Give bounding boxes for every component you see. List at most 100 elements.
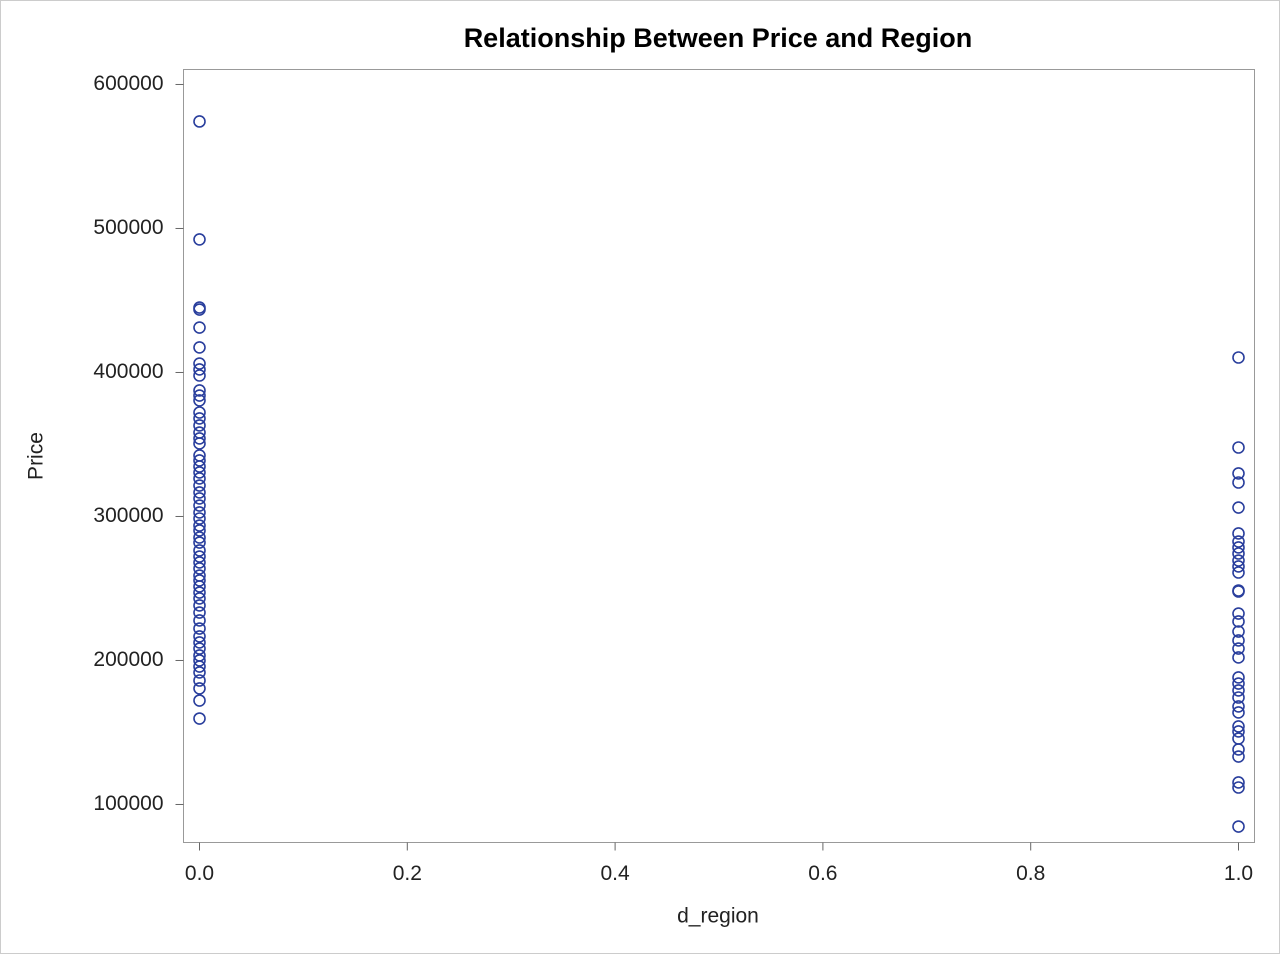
point	[193, 454, 206, 467]
point	[1232, 750, 1245, 763]
point	[193, 406, 206, 419]
point	[193, 712, 206, 725]
point	[1232, 585, 1245, 598]
point	[1232, 725, 1245, 738]
point	[193, 460, 206, 473]
point	[193, 321, 206, 334]
point	[1232, 554, 1245, 567]
point	[193, 303, 206, 316]
point	[1232, 706, 1245, 719]
y-tick-label: 300000	[93, 504, 163, 527]
y-axis-label: Price	[25, 432, 48, 480]
point	[193, 550, 206, 563]
point	[1232, 720, 1245, 733]
point	[193, 614, 206, 627]
point	[193, 556, 206, 569]
x-tick-label: 0.4	[600, 862, 630, 885]
point	[1232, 476, 1245, 489]
point	[193, 536, 206, 549]
x-tick-label: 1.0	[1224, 862, 1253, 885]
chart-title: Relationship Between Price and Region	[464, 23, 973, 53]
point	[193, 531, 206, 544]
point	[1232, 743, 1245, 756]
y-tick-label: 600000	[93, 72, 163, 95]
point	[1232, 547, 1245, 560]
x-axis-label: d_region	[677, 905, 759, 928]
y-tick-label: 500000	[93, 216, 163, 239]
point	[193, 389, 206, 402]
point	[193, 472, 206, 485]
point	[193, 437, 206, 450]
point	[1232, 776, 1245, 789]
point	[193, 599, 206, 612]
point	[1232, 651, 1245, 664]
point	[1232, 700, 1245, 713]
point	[193, 606, 206, 619]
point	[193, 369, 206, 382]
point	[1232, 566, 1245, 579]
point	[193, 363, 206, 376]
point	[193, 412, 206, 425]
point	[1232, 351, 1245, 364]
point	[1232, 625, 1245, 638]
point	[1232, 560, 1245, 573]
point	[193, 660, 206, 673]
point	[193, 636, 206, 649]
point	[193, 622, 206, 635]
point	[193, 432, 206, 445]
point	[193, 233, 206, 246]
point	[1232, 607, 1245, 620]
point	[1232, 634, 1245, 647]
point	[193, 466, 206, 479]
point	[193, 479, 206, 492]
point	[193, 394, 206, 407]
point	[1232, 642, 1245, 655]
point	[1232, 527, 1245, 540]
plot-area	[183, 69, 1255, 843]
x-tick-label: 0.2	[393, 862, 422, 885]
point	[193, 524, 206, 537]
point	[193, 592, 206, 605]
point	[193, 499, 206, 512]
point	[1232, 820, 1245, 833]
point	[1232, 691, 1245, 704]
point	[1232, 615, 1245, 628]
point	[1232, 441, 1245, 454]
x-tick-label: 0.8	[1016, 862, 1045, 885]
point	[193, 512, 206, 525]
point	[193, 654, 206, 667]
point	[193, 580, 206, 593]
point	[193, 574, 206, 587]
point	[193, 492, 206, 505]
point	[193, 384, 206, 397]
y-tick-label: 100000	[93, 792, 163, 815]
point	[193, 419, 206, 432]
point	[1232, 467, 1245, 480]
point	[193, 357, 206, 370]
point	[193, 586, 206, 599]
point	[193, 341, 206, 354]
point	[193, 694, 206, 707]
x-tick-label: 0.6	[808, 862, 837, 885]
point	[1232, 541, 1245, 554]
point	[1232, 671, 1245, 684]
point	[1232, 684, 1245, 697]
point	[193, 642, 206, 655]
point	[193, 666, 206, 679]
point	[1232, 781, 1245, 794]
point	[193, 682, 206, 695]
point	[1232, 535, 1245, 548]
point	[1232, 501, 1245, 514]
point	[193, 506, 206, 519]
point	[193, 115, 206, 128]
y-tick-label: 200000	[93, 648, 163, 671]
point	[193, 674, 206, 687]
point	[193, 519, 206, 532]
point	[1232, 677, 1245, 690]
point	[193, 630, 206, 643]
point	[193, 544, 206, 557]
point	[193, 486, 206, 499]
